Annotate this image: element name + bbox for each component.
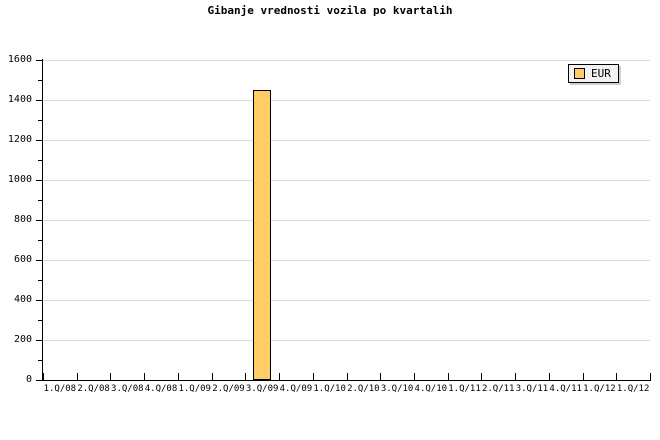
y-axis-minor-tick: [38, 200, 42, 201]
gridline-y: [43, 60, 650, 61]
x-axis-label: 4.Q/10: [414, 384, 448, 394]
x-axis-tick: [77, 373, 78, 381]
y-axis-tick: [36, 60, 42, 61]
plot-area: [43, 60, 650, 380]
x-axis-tick: [178, 373, 179, 381]
gridline-y: [43, 100, 650, 101]
x-axis-tick: [43, 373, 44, 381]
x-axis-tick: [650, 373, 651, 381]
x-axis-label: 3.Q/11: [515, 384, 549, 394]
y-axis-minor-tick: [38, 320, 42, 321]
x-axis-tick: [347, 373, 348, 381]
y-axis-tick: [36, 100, 42, 101]
x-axis-label: 1.Q/10: [313, 384, 346, 394]
x-axis-label: 2.Q/08: [77, 384, 110, 394]
x-axis-tick: [380, 373, 381, 381]
y-axis-minor-tick: [38, 280, 42, 281]
x-axis-label: 2.Q/11: [481, 384, 515, 394]
x-axis-label: 4.Q/08: [144, 384, 178, 394]
x-axis-tick: [549, 373, 550, 381]
x-axis-label: 1.Q/12: [583, 384, 616, 394]
y-axis-minor-tick: [38, 120, 42, 121]
y-axis-label: 800: [13, 214, 32, 225]
x-axis-tick: [313, 373, 314, 381]
x-axis-tick: [616, 373, 617, 381]
y-axis-minor-tick: [38, 80, 42, 81]
y-axis-tick: [36, 180, 42, 181]
y-axis-tick: [36, 260, 42, 261]
y-axis-tick: [36, 340, 42, 341]
x-axis-label: 2.Q/09: [212, 384, 245, 394]
y-axis-minor-tick: [38, 160, 42, 161]
x-axis-label: 1.Q/12: [616, 384, 650, 394]
x-axis-tick: [481, 373, 482, 381]
y-axis-label: 200: [13, 334, 32, 345]
chart-legend: EUR: [568, 64, 619, 83]
x-axis-label: 3.Q/10: [380, 384, 414, 394]
x-axis-label: 3.Q/09: [245, 384, 279, 394]
x-axis-tick: [212, 373, 213, 381]
x-axis-tick: [515, 373, 516, 381]
x-axis-label: 3.Q/08: [111, 384, 144, 394]
y-axis-label: 400: [13, 294, 32, 305]
x-axis-tick: [279, 373, 280, 381]
y-axis-minor-tick: [38, 240, 42, 241]
bar[interactable]: [253, 90, 271, 380]
x-axis-tick: [144, 373, 145, 381]
y-axis-label: 1400: [7, 94, 32, 105]
y-axis-line: [42, 59, 43, 381]
y-axis-tick: [36, 140, 42, 141]
x-axis-label: 4.Q/11: [549, 384, 582, 394]
chart-title: Gibanje vrednosti vozila po kvartalih: [207, 4, 453, 17]
gridline-y: [43, 220, 650, 221]
y-axis-tick: [36, 220, 42, 221]
x-axis-label: 1.Q/09: [178, 384, 211, 394]
gridline-y: [43, 140, 650, 141]
y-axis-label: 0: [25, 374, 32, 385]
y-axis-label: 600: [13, 254, 32, 265]
gridline-y: [43, 300, 650, 301]
y-axis-tick: [36, 300, 42, 301]
y-axis-tick: [36, 380, 42, 381]
x-axis-tick: [448, 373, 449, 381]
x-axis-label: 2.Q/10: [347, 384, 380, 394]
x-axis-tick: [414, 373, 415, 381]
gridline-y: [43, 260, 650, 261]
gridline-y: [43, 180, 650, 181]
y-axis-label: 1600: [7, 54, 32, 65]
x-axis-line: [42, 380, 650, 381]
x-axis-tick: [110, 373, 111, 381]
x-axis-tick: [245, 373, 246, 381]
y-axis-label: 1000: [7, 174, 32, 185]
x-axis-label: 4.Q/09: [279, 384, 313, 394]
legend-swatch-eur: [574, 68, 585, 79]
x-axis-label: 1.Q/11: [448, 384, 481, 394]
x-axis-tick: [583, 373, 584, 381]
y-axis-label: 1200: [7, 134, 32, 145]
legend-label-eur: EUR: [591, 67, 611, 80]
y-axis-minor-tick: [38, 360, 42, 361]
x-axis-label: 1.Q/08: [43, 384, 77, 394]
gridline-y: [43, 340, 650, 341]
